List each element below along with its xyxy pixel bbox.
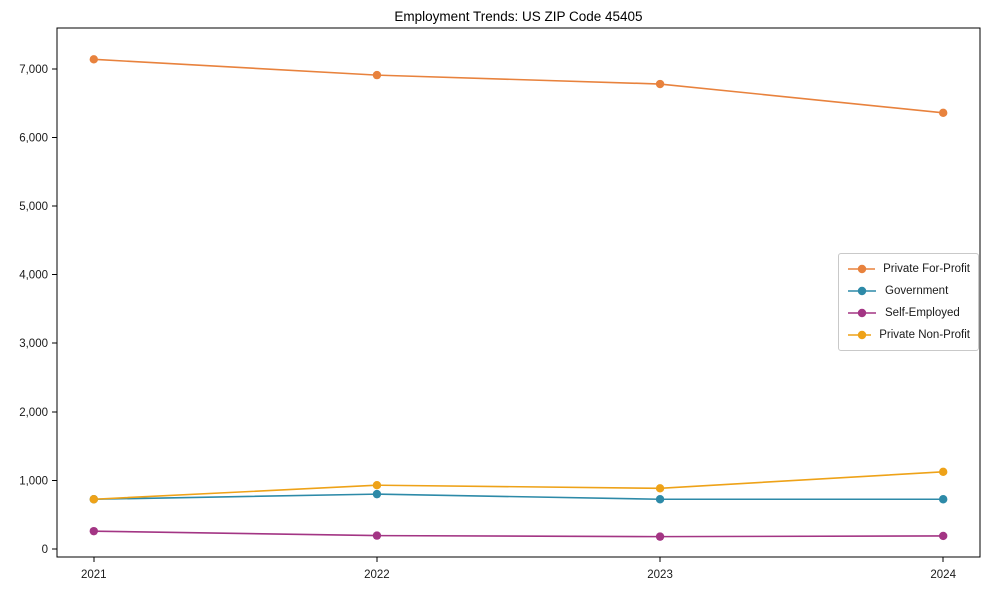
x-tick-label: 2024 (930, 569, 956, 581)
legend-item-label: Self-Employed (885, 307, 960, 319)
y-tick-label: 6,000 (19, 133, 48, 145)
chart-legend: Private For-Profit Government Self-Employe… (838, 253, 979, 351)
data-point-self-employed (938, 531, 948, 541)
legend-item: Government (847, 283, 970, 299)
data-point-private-for-profit (89, 55, 99, 64)
legend-item-label: Government (885, 285, 949, 297)
chart-title: Employment Trends: US ZIP Code 45405 (394, 9, 643, 24)
y-tick-label: 3,000 (19, 338, 48, 350)
data-point-government (372, 489, 382, 499)
data-point-private-for-profit (655, 79, 665, 89)
data-point-private-non-profit (372, 481, 382, 490)
legend-marker-icon (848, 330, 872, 340)
data-point-government (655, 495, 665, 504)
y-tick-label: 5,000 (19, 201, 48, 213)
data-point-private-non-profit (938, 467, 948, 477)
data-point-government (938, 495, 948, 504)
y-tick-label: 2,000 (19, 407, 48, 419)
series-line-self-employed (93, 530, 944, 538)
legend-marker-icon (848, 308, 876, 318)
x-tick-label: 2021 (81, 569, 107, 581)
data-point-private-for-profit (938, 108, 948, 118)
y-tick-label: 7,000 (19, 64, 48, 76)
series-self-employed (89, 526, 948, 541)
legend-marker-icon (848, 264, 876, 274)
legend-item-label: Private Non-Profit (879, 329, 970, 341)
legend-item: Private Non-Profit (847, 327, 970, 343)
x-tick-label: 2022 (364, 569, 390, 581)
data-point-self-employed (89, 526, 99, 536)
x-tick-label: 2023 (647, 569, 673, 581)
y-tick-label: 4,000 (19, 270, 48, 282)
series-private-for-profit (89, 55, 948, 118)
series-line-private-non-profit (93, 471, 944, 501)
data-point-self-employed (372, 531, 382, 540)
series-private-non-profit (89, 467, 948, 504)
y-tick-label: 1,000 (19, 475, 48, 487)
data-point-private-non-profit (89, 495, 99, 504)
legend-item: Self-Employed (847, 305, 970, 321)
data-point-private-for-profit (372, 70, 382, 80)
series-line-government (93, 493, 944, 501)
legend-marker-icon (848, 286, 876, 296)
plot-border (56, 27, 981, 558)
series-government (89, 489, 948, 504)
series-line-private-for-profit (93, 58, 944, 114)
legend-item: Private For-Profit (847, 261, 970, 277)
data-point-private-non-profit (655, 484, 665, 493)
legend-item-label: Private For-Profit (883, 263, 970, 275)
data-point-self-employed (655, 532, 665, 541)
y-tick-label: 0 (42, 544, 48, 556)
